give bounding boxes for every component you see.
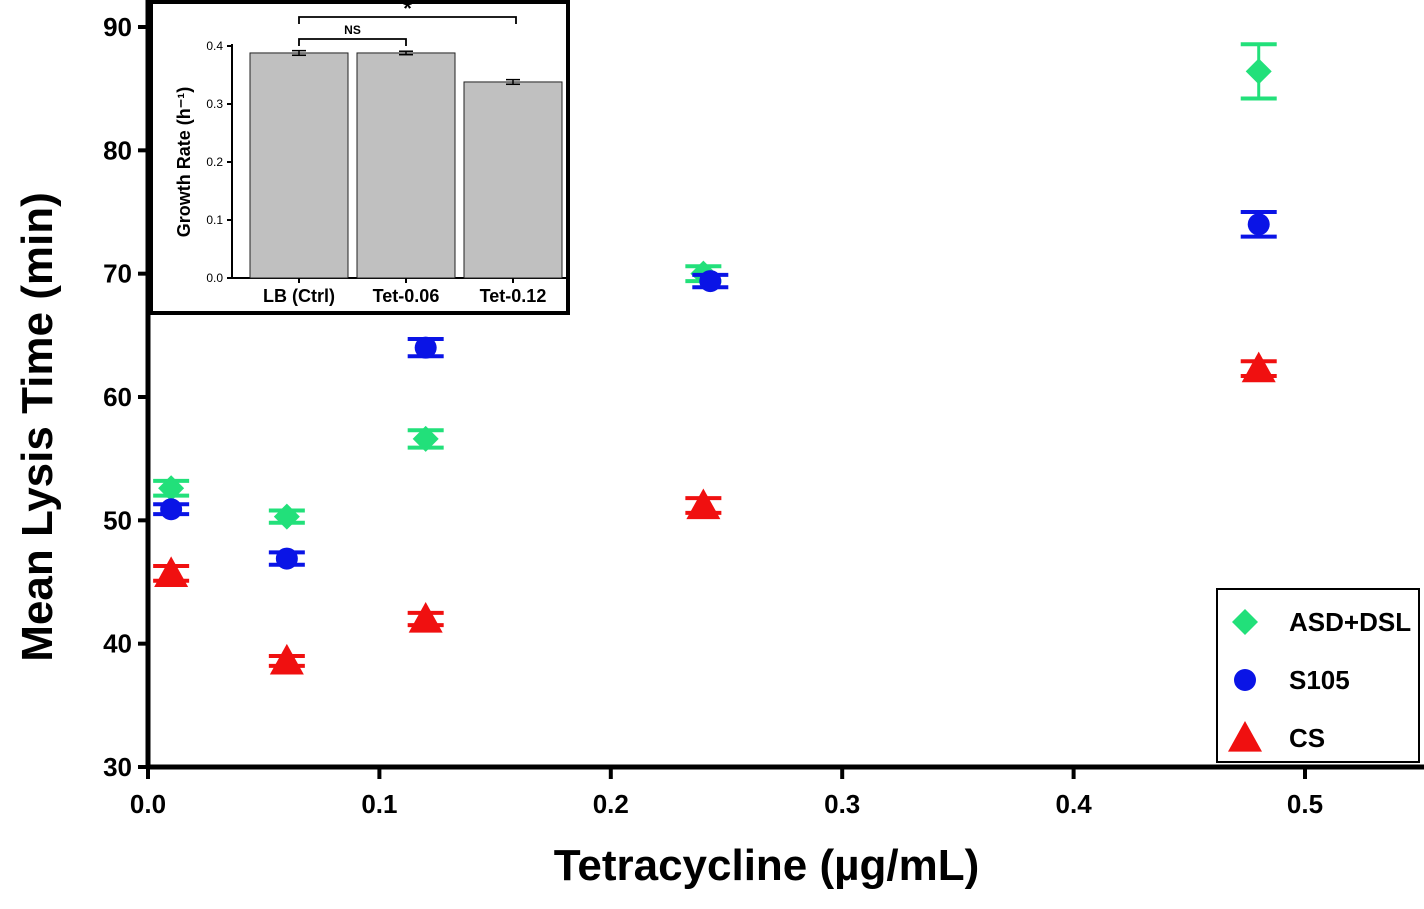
x-tick-label: 0.0 [130,789,166,819]
inset-y-tick-label: 0.4 [206,39,223,53]
point-cs [686,488,721,520]
inset-y-tick-label: 0.0 [206,271,223,285]
legend-label-asd-dsl: ASD+DSL [1289,607,1411,637]
legend-marker-asd-dsl [1232,609,1258,635]
inset-category-label: Tet-0.06 [373,286,440,306]
inset-category-label: LB (Ctrl) [263,286,335,306]
point-s105 [1247,213,1270,236]
point-asd-dsl [1245,58,1272,85]
inset-category-label: Tet-0.12 [480,286,547,306]
y-tick-label: 60 [103,382,132,412]
y-tick-label: 30 [103,752,132,782]
x-tick-label: 0.4 [1056,789,1093,819]
x-tick-label: 0.5 [1287,789,1323,819]
inset-significance-label: NS [344,23,361,37]
inset-bar [463,81,563,279]
inset-bar [356,52,456,279]
point-s105 [699,270,722,293]
inset-y-tick-label: 0.2 [206,155,223,169]
point-s105 [414,336,437,359]
point-cs [269,643,304,675]
point-cs [154,556,189,587]
point-cs [1241,351,1276,383]
point-s105 [275,547,298,570]
x-tick-label: 0.3 [824,789,860,819]
x-tick-label: 0.2 [593,789,629,819]
inset-y-tick-label: 0.3 [206,97,223,111]
y-tick-label: 40 [103,629,132,659]
x-axis-label: Tetracycline (µg/mL) [554,841,980,890]
point-asd-dsl [158,475,185,502]
inset-significance-bracket [298,16,517,24]
x-tick-label: 0.1 [361,789,397,819]
y-tick-label: 90 [103,12,132,42]
legend-marker-cs [1228,721,1262,752]
point-s105 [160,498,183,521]
legend-label-s105: S105 [1289,665,1350,695]
y-tick-label: 50 [103,505,132,535]
point-cs [408,602,443,633]
point-asd-dsl [273,503,300,530]
y-tick-label: 70 [103,259,132,289]
legend-label-cs: CS [1289,723,1325,753]
legend-marker-s105 [1234,669,1256,691]
inset-y-axis-label: Growth Rate (h⁻¹) [174,87,194,238]
inset-y-tick-label: 0.1 [206,213,223,227]
inset-bar [249,52,349,279]
inset-significance-bracket [298,38,407,46]
y-tick-label: 80 [103,135,132,165]
y-axis-label: Mean Lysis Time (min) [13,192,62,661]
point-asd-dsl [412,425,439,452]
inset-significance-label: * [403,0,412,21]
